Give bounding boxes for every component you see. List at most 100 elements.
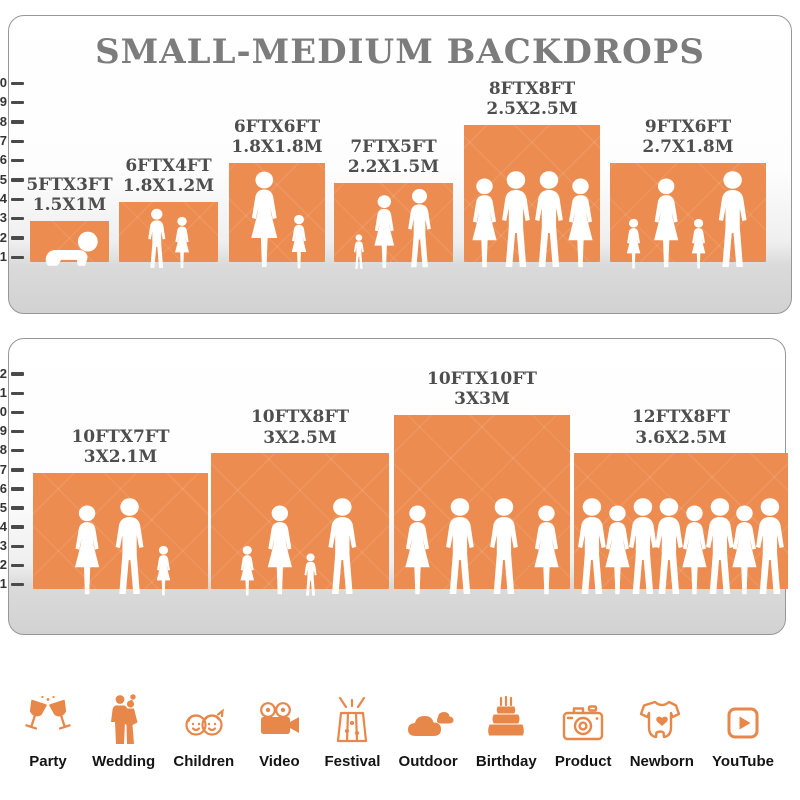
ruler-number: 10 — [0, 404, 7, 420]
backdrop-6ftx6ft — [229, 163, 325, 269]
person-man-silhouette — [528, 170, 570, 270]
outdoor-icon — [402, 688, 454, 746]
size-m-text: 1.5X1M — [32, 195, 107, 216]
backdrop-size-label: 10FTX10FT 3X3M — [372, 369, 592, 409]
birthday-icon — [481, 688, 531, 746]
person-woman-silhouette — [260, 504, 299, 597]
ruler-number: 11 — [0, 385, 7, 401]
backdrop-size-label: 10FTX8FT 3X2.5M — [190, 407, 410, 447]
ruler-number: 3 — [0, 210, 7, 226]
person-man-silhouette — [108, 497, 150, 597]
ruler-tick — [11, 582, 24, 587]
size-m-text: 2.7X1.8M — [642, 137, 734, 158]
ruler-number: 6 — [0, 480, 7, 496]
size-panel-bottom: 12111098765432110FTX7FT3X2.1M10FTX8FT3X2… — [0, 338, 788, 635]
size-m-text: 3X2.1M — [83, 446, 158, 467]
ruler-number: 1 — [0, 576, 7, 592]
ruler-number: 9 — [0, 423, 7, 439]
ruler-tick — [11, 563, 24, 568]
ruler-tick — [11, 525, 24, 529]
ruler-number: 5 — [0, 171, 7, 187]
category-label: Children — [173, 753, 235, 770]
backdrop-size-label: 10FTX7FT 3X2.1M — [11, 427, 231, 467]
ruler-number: 5 — [0, 499, 7, 515]
category-row: Party Wedding Children Video Festival Outdoor… — [0, 650, 800, 770]
size-m-text: 3X2.5M — [263, 427, 337, 448]
ruler-tick — [11, 236, 24, 240]
ruler-number: 1 — [0, 249, 7, 264]
backdrop-size-label: 7FTX5FT 2.2X1.5M — [284, 137, 504, 177]
ruler-tick — [11, 255, 24, 259]
category-birthday: Birthday — [476, 660, 537, 770]
size-m-text: 2.2X1.5M — [347, 156, 440, 177]
category-children: Children — [173, 660, 234, 770]
ruler-tick — [11, 468, 24, 472]
size-ft-text: 9FTX6FT — [644, 117, 732, 138]
person-woman-silhouette — [527, 504, 566, 597]
category-label: Video — [259, 753, 300, 770]
size-ft-text: 6FTX4FT — [125, 156, 212, 176]
backdrop-size-label: 6FTX4FT 1.8X1.2M — [59, 156, 279, 196]
people-silhouette-group — [397, 497, 567, 597]
backdrop-5ftx3ft — [30, 221, 109, 266]
ruler-number: 7 — [0, 133, 7, 149]
category-label: YouTube — [712, 753, 774, 770]
person-woman-silhouette — [561, 177, 600, 270]
category-label: Festival — [324, 753, 381, 770]
people-silhouette-group — [142, 208, 194, 270]
size-m-text: 3X3M — [454, 389, 510, 410]
person-girl-silhouette — [688, 218, 710, 270]
people-silhouette-group — [350, 188, 437, 270]
ruler-tick — [11, 391, 24, 396]
category-product: Product — [555, 660, 612, 770]
ruler-tick — [11, 120, 24, 124]
backdrop-6ftx4ft — [119, 202, 218, 269]
backdrop-size-label: 5FTX3FT 1.5X1M — [0, 175, 180, 215]
category-outdoor: Outdoor — [399, 660, 458, 770]
person-boy-silhouette — [143, 208, 169, 270]
person-man-silhouette — [749, 497, 791, 597]
size-m-text: 2.5X2.5M — [486, 98, 578, 119]
person-woman-silhouette — [243, 170, 285, 270]
person-girl-silhouette — [623, 218, 645, 270]
category-label: Party — [29, 753, 67, 770]
person-baby-silhouette — [38, 228, 101, 270]
size-ft-text: 5FTX3FT — [26, 175, 113, 196]
person-woman-silhouette — [67, 504, 106, 597]
ruler-number: 8 — [0, 442, 7, 458]
person-man-silhouette — [571, 497, 613, 597]
person-toddler-silhouette — [351, 234, 366, 270]
person-woman-silhouette — [725, 504, 764, 597]
size-ft-text: 10FTX7FT — [71, 426, 170, 447]
ruler-number: 4 — [0, 518, 7, 534]
person-man-silhouette — [322, 497, 364, 597]
person-woman-silhouette — [675, 504, 714, 597]
wedding-icon — [101, 688, 147, 746]
category-newborn: Newborn — [630, 660, 694, 770]
size-ft-text: 10FTX10FT — [427, 369, 537, 390]
ruler-number: 12 — [0, 365, 7, 381]
category-label: Newborn — [629, 753, 694, 770]
festival-icon — [327, 688, 377, 746]
person-man-silhouette — [711, 170, 753, 270]
person-woman-silhouette — [398, 504, 437, 597]
backdrop-10ftx7ft — [33, 472, 208, 596]
category-label: Outdoor — [398, 753, 458, 770]
children-icon — [178, 688, 230, 746]
ruler-tick — [11, 178, 24, 182]
backdrop-10ftx10ft — [394, 415, 570, 595]
ruler-number: 2 — [0, 229, 7, 245]
people-silhouette-group — [235, 497, 364, 597]
backdrop-8ftx8ft — [464, 124, 600, 268]
people-silhouette-group — [578, 497, 784, 597]
backdrop-12ftx8ft — [574, 453, 788, 595]
person-woman-silhouette — [646, 177, 685, 270]
ruler-number: 6 — [0, 152, 7, 168]
backdrop-size-label: 8FTX8FT 2.5X2.5M — [422, 79, 642, 119]
backdrop-size-label: 12FTX8FT 3.6X2.5M — [571, 407, 791, 447]
video-icon — [252, 688, 306, 746]
category-video: Video — [252, 660, 306, 770]
ruler-tick — [11, 216, 24, 221]
people-silhouette-group — [242, 170, 311, 270]
person-toddler-silhouette — [301, 553, 319, 597]
